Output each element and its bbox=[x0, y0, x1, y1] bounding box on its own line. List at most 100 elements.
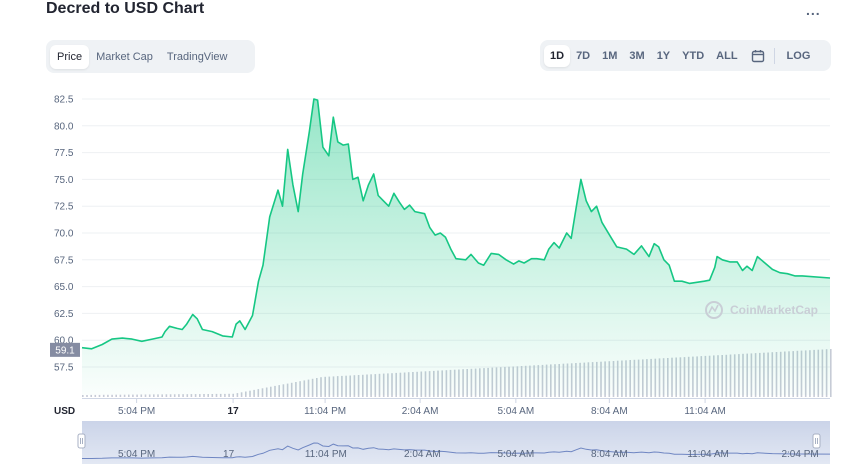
navigator-tick-label: 11:04 PM bbox=[305, 449, 347, 460]
volume-bar bbox=[236, 393, 239, 397]
range-3m[interactable]: 3M bbox=[629, 49, 645, 62]
x-tick-label: 5:04 PM bbox=[118, 406, 155, 417]
current-price-label: 59.1 bbox=[55, 345, 75, 356]
volume-bar bbox=[190, 394, 193, 397]
y-tick-label: 72.5 bbox=[54, 202, 74, 213]
range-7d[interactable]: 7D bbox=[576, 49, 591, 62]
y-tick-label: 62.5 bbox=[54, 309, 74, 320]
x-tick-label: 17 bbox=[228, 406, 240, 417]
navigator[interactable]: 5:04 PM 17 11:04 PM 2:04 AM 5:04 AM 8:04 AM 11… bbox=[77, 421, 831, 464]
navigator-ticks: 5:04 PM 17 11:04 PM 2:04 AM 5:04 AM 8:04 AM 11… bbox=[118, 449, 819, 460]
y-tick-label: 80.0 bbox=[54, 121, 74, 132]
time-range-selector: 1D 7D 1M 3M 1Y YTD ALL LOG bbox=[540, 40, 831, 71]
range-divider bbox=[773, 47, 775, 64]
price-line bbox=[81, 98, 831, 350]
volume-bar bbox=[102, 394, 105, 397]
navigator-tick-label: 5:04 AM bbox=[497, 449, 534, 460]
x-tick-label: 8:04 AM bbox=[591, 406, 628, 417]
volume-bar bbox=[157, 394, 159, 397]
y-axis-ticks: 82.5 80.0 77.5 75.0 72.5 70.0 67.5 65.0 62.5 60.0… bbox=[54, 95, 74, 374]
log-scale-toggle[interactable]: LOG bbox=[786, 49, 811, 62]
y-tick-label: 75.0 bbox=[54, 175, 74, 186]
more-options-icon[interactable]: ... bbox=[806, 2, 821, 18]
range-1y[interactable]: 1Y bbox=[656, 49, 671, 62]
volume-bar bbox=[82, 395, 84, 397]
x-axis-ticks: 5:04 PM 17 11:04 PM 2:04 AM 5:04 AM 8:04 AM 11… bbox=[118, 399, 726, 417]
volume-bar bbox=[132, 394, 134, 397]
range-1d[interactable]: 1D bbox=[544, 44, 571, 67]
volume-bar bbox=[98, 394, 101, 397]
x-tick-label: 5:04 AM bbox=[497, 406, 534, 417]
navigator-handle-left[interactable] bbox=[77, 433, 86, 449]
watermark: CoinMarketCap bbox=[705, 301, 818, 319]
watermark-text: CoinMarketCap bbox=[730, 303, 818, 317]
y-tick-label: 82.5 bbox=[54, 95, 74, 106]
navigator-handle-right[interactable] bbox=[812, 433, 821, 449]
navigator-tick-label: 8:04 AM bbox=[591, 449, 628, 460]
volume-bar bbox=[215, 393, 218, 397]
x-tick-label: 11:04 PM bbox=[304, 406, 346, 417]
volume-bar bbox=[169, 394, 172, 397]
volume-bar bbox=[119, 394, 122, 397]
volume-bar bbox=[107, 394, 109, 397]
price-area bbox=[82, 99, 830, 395]
y-tick-label: 67.5 bbox=[54, 255, 74, 266]
volume-bar bbox=[203, 394, 205, 397]
tab-market-cap[interactable]: Market Cap bbox=[96, 50, 153, 63]
y-tick-label: 57.5 bbox=[54, 363, 74, 374]
y-tick-label: 65.0 bbox=[54, 282, 74, 293]
x-tick-label: 2:04 AM bbox=[402, 406, 439, 417]
range-all[interactable]: ALL bbox=[716, 49, 738, 62]
volume-bar bbox=[161, 394, 163, 397]
volume-bar bbox=[232, 393, 234, 397]
navigator-tick-label: 2:04 PM bbox=[781, 449, 818, 460]
range-ytd[interactable]: YTD bbox=[682, 49, 705, 62]
volume-bar bbox=[148, 394, 151, 397]
volume-bar bbox=[211, 394, 214, 397]
current-price-marker: 59.1 bbox=[50, 342, 80, 357]
navigator-window[interactable] bbox=[82, 421, 830, 464]
volume-bar bbox=[178, 394, 180, 397]
volume-bar bbox=[115, 394, 117, 397]
volume-bar bbox=[186, 394, 189, 397]
range-1m[interactable]: 1M bbox=[602, 49, 618, 62]
page-title: Decred to USD Chart bbox=[46, 0, 205, 17]
volume-bar bbox=[224, 393, 226, 397]
volume-bar bbox=[123, 394, 126, 397]
navigator-line bbox=[82, 442, 831, 459]
volume-bar bbox=[128, 394, 130, 397]
volume-bar bbox=[207, 394, 209, 397]
x-tick-label: 11:04 AM bbox=[684, 406, 726, 417]
volume-bar bbox=[219, 393, 222, 397]
navigator-tick-label: 17 bbox=[223, 449, 235, 460]
volume-bar bbox=[94, 394, 97, 397]
volume-bar bbox=[111, 394, 113, 397]
current-price-tag bbox=[50, 342, 80, 357]
calendar-icon[interactable] bbox=[748, 46, 768, 66]
coinmarketcap-logo-icon bbox=[705, 301, 723, 319]
tab-tradingview[interactable]: TradingView bbox=[166, 50, 228, 63]
volume-bar bbox=[199, 394, 201, 397]
volume-bar bbox=[165, 394, 168, 397]
currency-label: USD bbox=[54, 406, 75, 417]
volume-bar bbox=[182, 394, 184, 397]
volume-bar bbox=[144, 394, 147, 397]
navigator-tick-label: 5:04 PM bbox=[118, 449, 155, 460]
volume-bar bbox=[194, 394, 197, 397]
volume-bar bbox=[173, 394, 176, 397]
y-tick-label: 70.0 bbox=[54, 229, 74, 240]
volume-bar bbox=[153, 394, 155, 397]
volume-bar bbox=[140, 394, 143, 397]
tab-price[interactable]: Price bbox=[50, 44, 90, 69]
y-tick-label: 77.5 bbox=[54, 148, 74, 159]
volume-bar bbox=[830, 349, 832, 397]
volume-bar bbox=[136, 394, 138, 397]
volume-bar bbox=[228, 393, 230, 397]
volume-bar bbox=[90, 394, 92, 397]
volume-bar bbox=[86, 395, 88, 397]
navigator-tick-label: 11:04 AM bbox=[687, 449, 729, 460]
y-tick-label: 60.0 bbox=[54, 336, 74, 347]
navigator-tick-label: 2:04 AM bbox=[404, 449, 441, 460]
chart-type-tabs: Price Market Cap TradingView bbox=[46, 40, 255, 73]
